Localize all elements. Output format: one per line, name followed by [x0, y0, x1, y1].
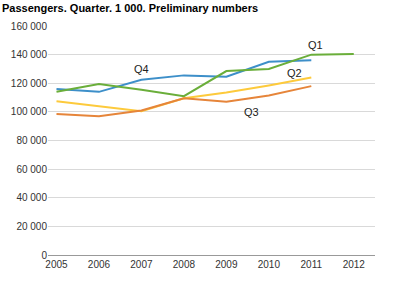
svg-text:80 000: 80 000	[16, 135, 47, 146]
svg-text:2012: 2012	[343, 259, 366, 270]
svg-text:Q2: Q2	[287, 67, 302, 79]
svg-text:2011: 2011	[301, 259, 323, 270]
svg-text:2009: 2009	[215, 259, 238, 270]
svg-text:Passengers. Quarter. 1 000. Pr: Passengers. Quarter. 1 000. Preliminary …	[2, 2, 258, 14]
svg-text:2010: 2010	[258, 259, 281, 270]
svg-text:20 000: 20 000	[16, 221, 47, 232]
svg-text:60 000: 60 000	[16, 164, 47, 175]
svg-text:2008: 2008	[173, 259, 196, 270]
svg-text:2005: 2005	[45, 259, 68, 270]
svg-text:120 000: 120 000	[11, 78, 48, 89]
svg-text:100 000: 100 000	[11, 106, 48, 117]
svg-text:2007: 2007	[130, 259, 153, 270]
svg-text:0: 0	[41, 250, 47, 261]
svg-text:Q4: Q4	[134, 63, 149, 75]
svg-text:40 000: 40 000	[16, 192, 47, 203]
svg-text:140 000: 140 000	[11, 49, 48, 60]
svg-text:Q1: Q1	[308, 39, 323, 51]
svg-text:Q3: Q3	[244, 106, 259, 118]
svg-text:2006: 2006	[88, 259, 111, 270]
svg-text:160 000: 160 000	[11, 21, 48, 32]
